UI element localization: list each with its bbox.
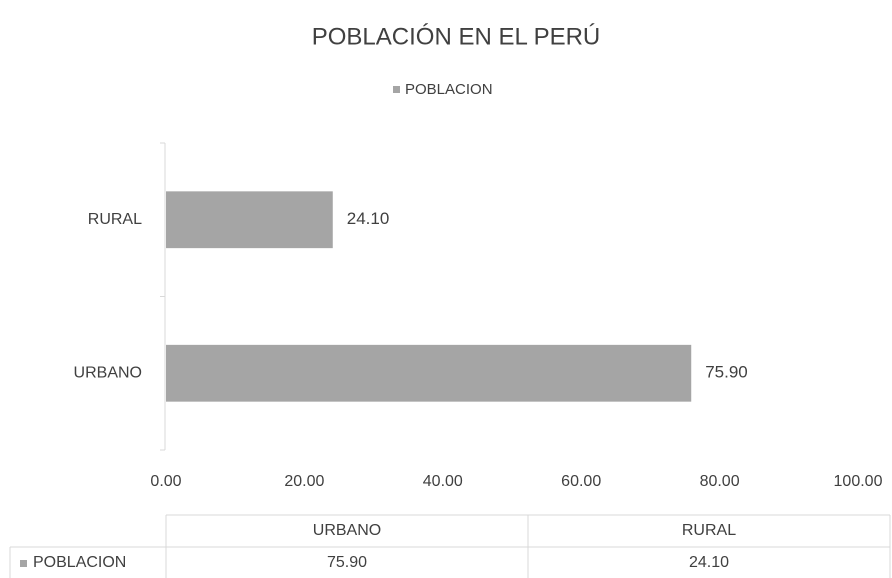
table-header: URBANO (313, 522, 381, 539)
y-tick-label: URBANO (74, 364, 142, 381)
bar (166, 191, 333, 249)
x-tick-label: 0.00 (150, 473, 181, 490)
table-legend-swatch (20, 560, 27, 567)
chart-title: POBLACIÓN EN EL PERÚ (312, 23, 601, 50)
table-row-label: POBLACION (33, 554, 126, 571)
data-label: 75.90 (705, 363, 748, 382)
x-tick-label: 100.00 (834, 473, 883, 490)
x-tick-label: 60.00 (561, 473, 601, 490)
data-label: 24.10 (347, 209, 390, 228)
table-cell: 24.10 (689, 554, 729, 571)
y-tick-label: RURAL (88, 211, 142, 228)
table-cell: 75.90 (327, 554, 367, 571)
x-tick-label: 80.00 (700, 473, 740, 490)
legend-label: POBLACION (405, 81, 493, 98)
table-header: RURAL (682, 522, 736, 539)
legend-swatch (393, 86, 400, 93)
bar (166, 344, 692, 402)
x-tick-label: 20.00 (284, 473, 324, 490)
x-tick-label: 40.00 (423, 473, 463, 490)
